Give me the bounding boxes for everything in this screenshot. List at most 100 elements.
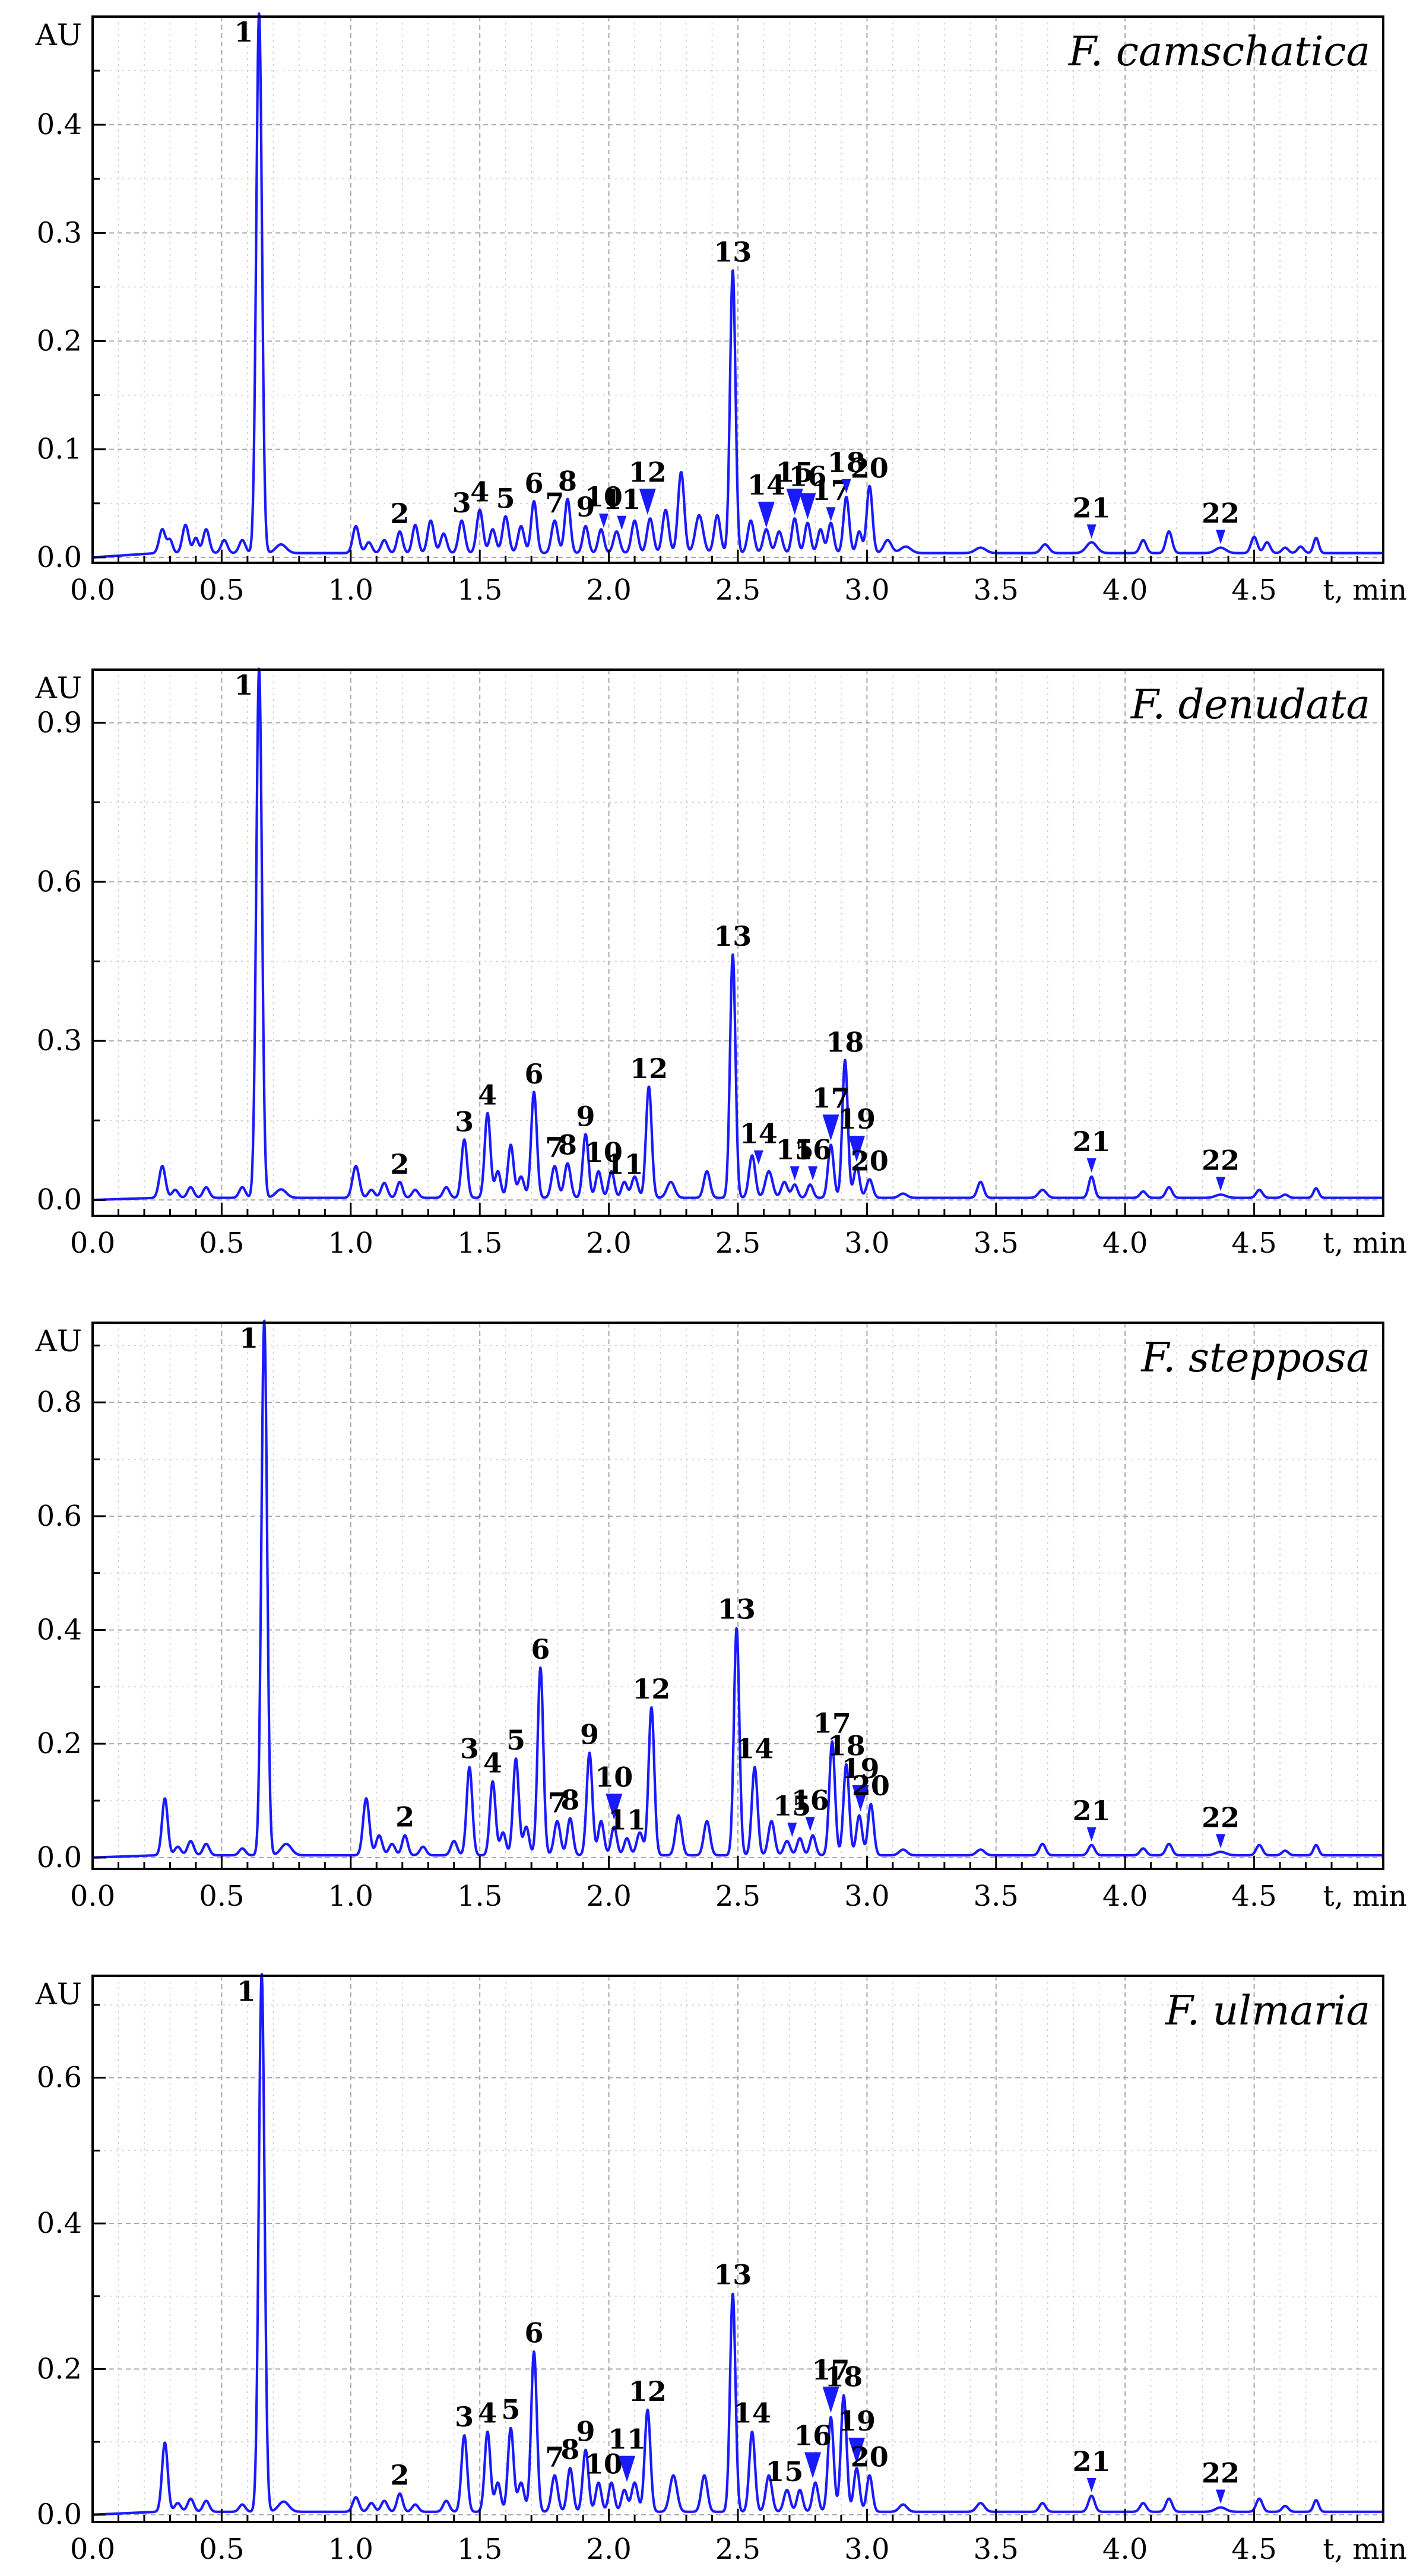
peak-label: 5	[496, 483, 515, 515]
peak-label: 15	[776, 1133, 814, 1165]
x-tick-label: 4.0	[1102, 1227, 1148, 1260]
y-tick-label: 0.3	[37, 1024, 82, 1057]
x-tick-label: 1.5	[457, 1880, 502, 1913]
peak-label: 9	[576, 491, 595, 523]
peak-label: 11	[608, 1804, 646, 1836]
peak-arrow-marker	[804, 2452, 822, 2479]
peak-label: 4	[478, 2397, 497, 2429]
x-tick-label: 2.5	[715, 2533, 760, 2566]
peak-arrow-marker	[787, 1823, 797, 1837]
x-tick-label: 1.5	[457, 2533, 502, 2566]
y-axis-unit: AU	[35, 1324, 82, 1358]
peak-label: 13	[714, 236, 752, 268]
y-tick-label: 0.9	[37, 706, 82, 739]
x-tick-label: 1.5	[457, 573, 502, 607]
peak-label: 14	[747, 469, 785, 501]
peak-label: 12	[632, 1673, 670, 1705]
peak-label: 10	[585, 2448, 623, 2480]
x-axis-label: t, min	[1323, 573, 1407, 607]
peak-arrow-marker	[606, 1794, 623, 1820]
peak-arrow-marker	[1216, 1834, 1226, 1849]
peak-label: 21	[1073, 2445, 1111, 2477]
peak-label: 9	[576, 1100, 595, 1132]
peak-label: 22	[1202, 1144, 1240, 1176]
chromatogram-trace	[91, 1973, 1384, 2516]
peak-arrow-marker	[808, 1166, 818, 1181]
peak-arrow-marker	[1086, 2477, 1096, 2492]
x-tick-label: 2.0	[586, 573, 631, 607]
y-axis-unit: AU	[35, 671, 82, 705]
peak-label: 17	[813, 1707, 851, 1739]
peak-label: 8	[558, 465, 577, 498]
peak-arrow-marker	[639, 489, 656, 515]
x-tick-label: 4.5	[1231, 1227, 1276, 1260]
peak-label: 7	[545, 1131, 564, 1163]
peak-arrow-marker	[1216, 530, 1226, 544]
peak-label: 12	[630, 1053, 668, 1085]
species-title: F. ulmaria	[1164, 1988, 1370, 2035]
peak-label: 6	[525, 1058, 544, 1090]
peak-label: 6	[531, 1633, 550, 1665]
peak-label: 7	[545, 487, 564, 519]
peak-label: 1	[237, 1975, 256, 2007]
peak-label: 9	[576, 2415, 595, 2447]
y-tick-label: 0.4	[37, 108, 82, 141]
peak-label: 20	[851, 2441, 889, 2473]
peak-arrow-marker	[841, 479, 851, 493]
peak-arrow-marker	[758, 502, 775, 528]
x-tick-label: 3.5	[974, 2533, 1019, 2566]
peak-label: 22	[1202, 2457, 1240, 2489]
x-tick-label: 0.0	[70, 2533, 115, 2566]
peak-label: 6	[525, 467, 544, 499]
x-axis-label: t, min	[1323, 1880, 1407, 1913]
peak-arrow-marker	[1086, 1158, 1096, 1173]
peak-label: 2	[395, 1801, 414, 1833]
y-tick-label: 0.6	[37, 2061, 82, 2095]
peak-label: 17	[812, 1082, 850, 1114]
peak-label: 20	[851, 452, 889, 484]
peak-label: 7	[545, 2441, 564, 2473]
peak-label: 14	[736, 1733, 774, 1765]
peak-arrow-marker	[1086, 1827, 1096, 1842]
x-tick-label: 1.0	[328, 573, 373, 607]
peak-label: 21	[1073, 1126, 1111, 1158]
peak-label: 3	[455, 2401, 474, 2433]
peak-arrow-marker	[852, 1785, 869, 1811]
peak-label: 19	[838, 2405, 876, 2437]
peak-arrow-marker	[598, 514, 609, 528]
x-tick-label: 3.0	[844, 573, 889, 607]
peak-arrow-marker	[790, 1166, 800, 1181]
peak-label: 15	[773, 1790, 811, 1822]
x-tick-label: 0.5	[199, 573, 244, 607]
x-tick-label: 1.0	[328, 2533, 373, 2566]
peak-label: 2	[390, 1148, 409, 1180]
x-tick-label: 0.5	[199, 1880, 244, 1913]
peak-label: 11	[603, 483, 641, 515]
peak-label: 13	[718, 1593, 756, 1626]
x-tick-label: 0.0	[70, 1227, 115, 1260]
y-tick-label: 0.4	[37, 2207, 82, 2240]
y-tick-label: 0.2	[37, 1727, 82, 1760]
peak-label: 4	[478, 1079, 497, 1111]
peak-label: 20	[852, 1770, 890, 1802]
x-tick-label: 1.0	[328, 1227, 373, 1260]
peak-label: 13	[714, 2259, 752, 2291]
species-title: F. camschatica	[1067, 28, 1370, 75]
peak-label: 8	[558, 1129, 577, 1161]
peak-label: 16	[794, 1133, 832, 1165]
peak-label: 19	[838, 1103, 876, 1135]
peak-label: 18	[828, 446, 866, 479]
y-tick-label: 0.2	[37, 325, 82, 358]
x-tick-label: 2.5	[715, 1880, 760, 1913]
x-tick-label: 4.5	[1231, 573, 1276, 607]
x-tick-label: 0.0	[70, 1880, 115, 1913]
x-tick-label: 2.0	[586, 1880, 631, 1913]
peak-label: 12	[629, 456, 667, 488]
species-title: F. stepposa	[1140, 1335, 1370, 1382]
y-tick-label: 0.6	[37, 1500, 82, 1533]
x-tick-label: 1.5	[457, 1227, 502, 1260]
peak-label: 21	[1073, 492, 1111, 524]
